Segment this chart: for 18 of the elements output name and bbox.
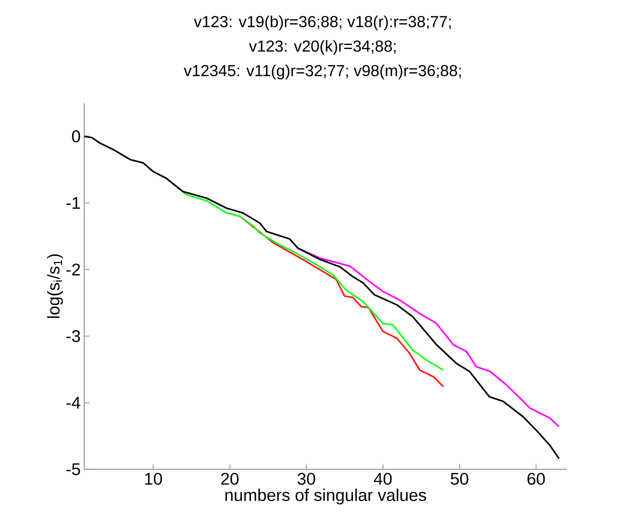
- x-tick-label: 10: [145, 472, 162, 485]
- x-tick-label: 30: [298, 472, 316, 485]
- y-tick-label: -5: [66, 463, 80, 476]
- line-series: [84, 136, 560, 460]
- chart-title: v123: v19(b)r=36;88; v18(r):r=38;77;: [194, 16, 451, 30]
- x-tick-label: 20: [221, 472, 239, 485]
- y-axis-title: log(s$_{i}$/s$_{1}$): [47, 254, 63, 318]
- text: v12345: v11(g)r=32;77; v98(m)r=36;88;: [184, 64, 461, 80]
- y-tick-label: -3: [66, 330, 80, 342]
- y-tick-label: 0: [72, 130, 80, 142]
- x-tick-label: 50: [450, 472, 468, 485]
- chart-subtitle: v123: v20(k)r=34;88;: [248, 40, 396, 55]
- y-tick-label: -1: [66, 197, 80, 209]
- y-tick-label: -2: [66, 264, 80, 276]
- y-tick-label: -4: [66, 396, 80, 409]
- x-tick-label: 60: [528, 472, 545, 485]
- x-tick-label: 40: [374, 472, 392, 485]
- x-axis-title: numbers of singular values: [225, 488, 426, 504]
